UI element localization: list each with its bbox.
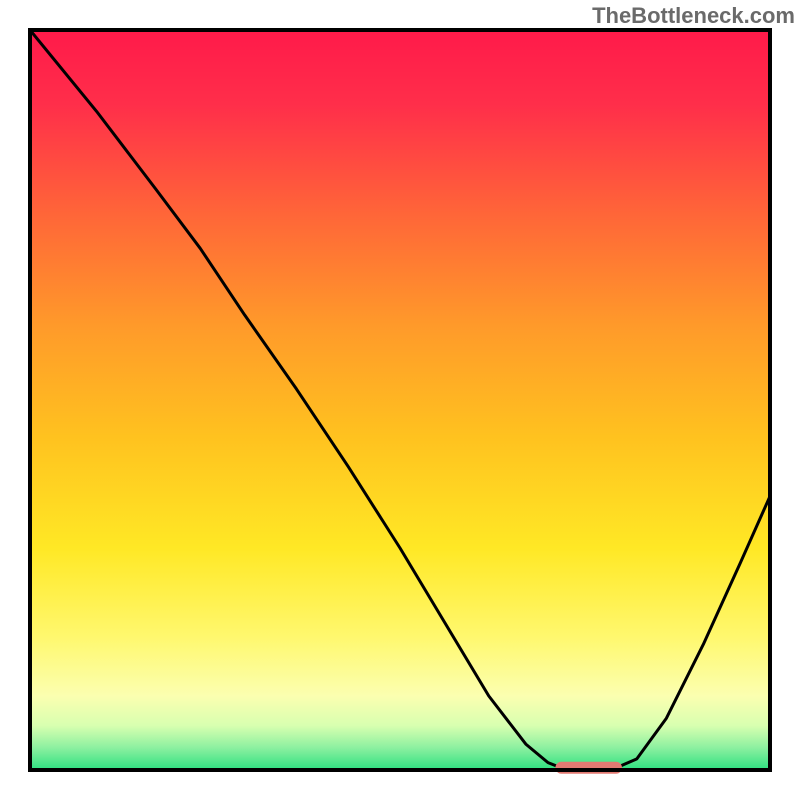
bottleneck-chart: [0, 0, 800, 800]
watermark-text: TheBottleneck.com: [592, 3, 795, 29]
gradient-background: [30, 30, 770, 770]
